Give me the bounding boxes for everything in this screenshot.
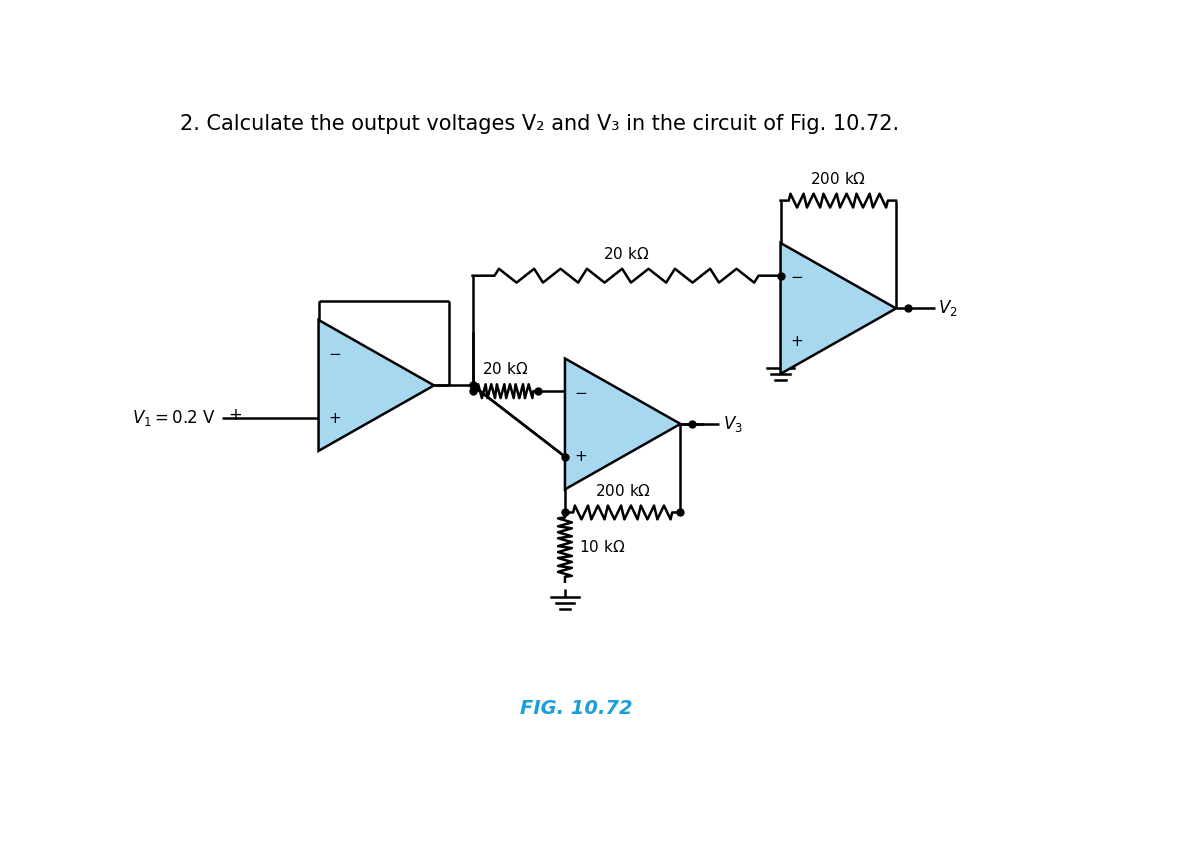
- Text: $+$: $+$: [328, 411, 341, 425]
- Text: $V_3$: $V_3$: [722, 414, 743, 434]
- Text: $200\ \mathrm{k\Omega}$: $200\ \mathrm{k\Omega}$: [810, 170, 866, 187]
- Polygon shape: [565, 359, 680, 490]
- Text: $20\ \mathrm{k\Omega}$: $20\ \mathrm{k\Omega}$: [482, 361, 528, 377]
- Text: $V_1 = 0.2\ \mathrm{V}$: $V_1 = 0.2\ \mathrm{V}$: [132, 408, 216, 428]
- Text: $+$: $+$: [790, 333, 803, 349]
- Text: $V_2$: $V_2$: [938, 299, 958, 318]
- Text: $-$: $-$: [574, 384, 587, 398]
- Text: $10\ \mathrm{k\Omega}$: $10\ \mathrm{k\Omega}$: [578, 539, 625, 555]
- Polygon shape: [318, 320, 434, 451]
- Text: $+$: $+$: [228, 406, 242, 424]
- Text: 2. Calculate the output voltages V₂ and V₃ in the circuit of Fig. 10.72.: 2. Calculate the output voltages V₂ and …: [180, 114, 899, 133]
- Text: FIG. 10.72: FIG. 10.72: [520, 700, 632, 718]
- Text: $-$: $-$: [328, 345, 341, 360]
- Text: $+$: $+$: [574, 449, 587, 464]
- Text: $-$: $-$: [790, 268, 803, 284]
- Text: $20\ \mathrm{k\Omega}$: $20\ \mathrm{k\Omega}$: [604, 246, 649, 262]
- Polygon shape: [780, 243, 896, 374]
- Text: $200\ \mathrm{k\Omega}$: $200\ \mathrm{k\Omega}$: [595, 483, 650, 499]
